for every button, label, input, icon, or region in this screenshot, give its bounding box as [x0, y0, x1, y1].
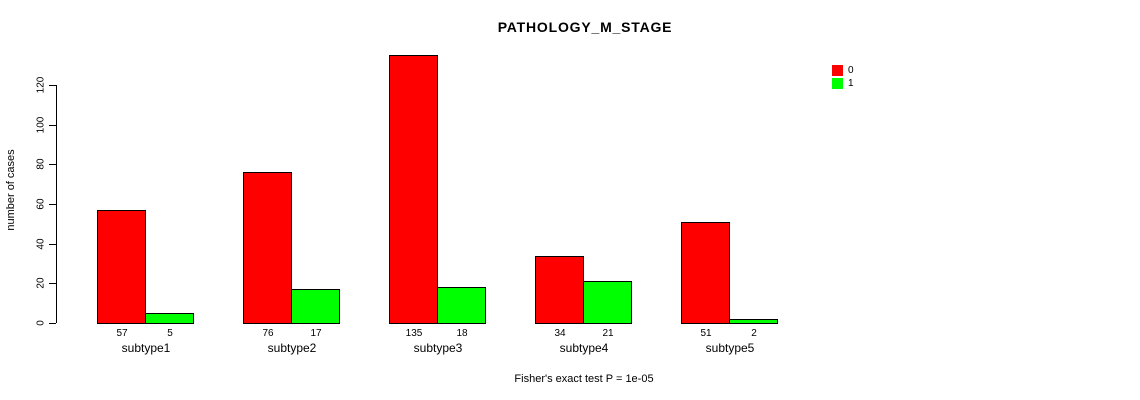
bar-value-label-subtype4-series1: 21	[602, 328, 614, 339]
y-tick-label: 100	[35, 116, 47, 134]
bar-subtype1-series0	[97, 210, 146, 324]
y-tick-label: 60	[35, 198, 47, 210]
y-axis-line	[56, 85, 57, 323]
bar-subtype5-series0	[681, 222, 730, 324]
x-category-label-subtype3: subtype3	[413, 341, 463, 355]
y-tick-mark	[49, 164, 56, 165]
x-category-label-subtype5: subtype5	[705, 341, 755, 355]
y-tick-label: 120	[35, 76, 47, 94]
bar-value-label-subtype3-series1: 18	[456, 328, 468, 339]
legend-item-1: 1	[832, 78, 854, 89]
bar-subtype4-series0	[535, 256, 584, 324]
bar-value-label-subtype1-series1: 5	[167, 328, 173, 339]
bar-subtype1-series1	[145, 313, 194, 324]
bar-subtype3-series1	[437, 287, 486, 324]
bar-subtype2-series0	[243, 172, 292, 324]
y-tick-label: 0	[35, 320, 47, 326]
y-tick-mark	[49, 244, 56, 245]
y-axis-title: number of cases	[5, 149, 17, 231]
x-category-label-subtype4: subtype4	[559, 341, 609, 355]
legend: 0 1	[832, 65, 854, 89]
y-tick-label: 80	[35, 158, 47, 170]
bar-value-label-subtype3-series0: 135	[405, 328, 423, 339]
y-tick-label: 40	[35, 238, 47, 250]
bar-subtype3-series0	[389, 55, 438, 324]
bar-subtype4-series1	[583, 281, 632, 324]
legend-swatch-red	[832, 65, 843, 76]
legend-swatch-green	[832, 78, 843, 89]
chart-title: PATHOLOGY_M_STAGE	[497, 19, 673, 35]
y-tick-mark	[49, 204, 56, 205]
bar-subtype2-series1	[291, 289, 340, 324]
y-tick-mark	[49, 85, 56, 86]
y-tick-mark	[49, 125, 56, 126]
bar-value-label-subtype2-series1: 17	[310, 328, 322, 339]
y-tick-label: 20	[35, 277, 47, 289]
bar-subtype5-series1	[729, 319, 778, 324]
stat-test-annotation: Fisher's exact test P = 1e-05	[514, 373, 654, 385]
bar-value-label-subtype4-series0: 34	[554, 328, 566, 339]
x-category-label-subtype2: subtype2	[267, 341, 317, 355]
bar-value-label-subtype5-series0: 51	[700, 328, 712, 339]
y-tick-mark	[49, 323, 56, 324]
x-category-label-subtype1: subtype1	[121, 341, 171, 355]
bar-value-label-subtype1-series0: 57	[116, 328, 128, 339]
legend-item-0: 0	[832, 65, 854, 76]
bar-value-label-subtype5-series1: 2	[751, 328, 757, 339]
legend-label-1: 1	[848, 78, 854, 89]
y-tick-mark	[49, 283, 56, 284]
bar-value-label-subtype2-series0: 76	[262, 328, 274, 339]
legend-label-0: 0	[848, 65, 854, 76]
